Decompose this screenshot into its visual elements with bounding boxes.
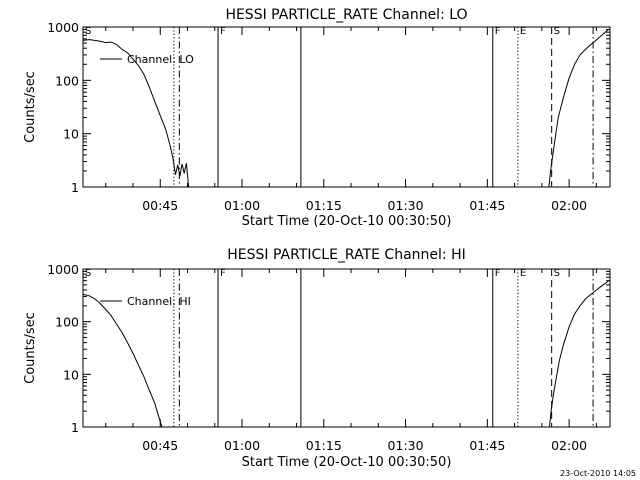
y-tick-label: 1000	[47, 20, 79, 35]
y-axis-label: Counts/sec	[23, 71, 38, 143]
chart-title: HESSI PARTICLE_RATE Channel: LO	[225, 7, 467, 23]
event-marker-label: S	[85, 26, 91, 37]
legend-label: Channel: LO	[127, 53, 194, 66]
x-tick-label: 01:15	[306, 198, 342, 213]
x-tick-label: 01:00	[224, 438, 260, 453]
y-tick-label: 1	[71, 180, 79, 195]
chart-title: HESSI PARTICLE_RATE Channel: HI	[227, 247, 465, 263]
x-tick-label: 01:15	[306, 438, 342, 453]
event-marker-label: F	[220, 268, 226, 279]
x-tick-label: 00:45	[142, 438, 178, 453]
y-tick-label: 1000	[47, 262, 79, 277]
x-tick-label: 01:45	[469, 198, 505, 213]
series-line	[549, 280, 609, 428]
x-axis-label: Start Time (20-Oct-10 00:30:50)	[242, 455, 452, 470]
y-tick-label: 100	[55, 73, 79, 88]
series-line	[82, 293, 163, 428]
plot-frame	[82, 26, 611, 188]
lo-channel-panel: HESSI PARTICLE_RATE Channel: LO 00:45 01:0…	[23, 7, 611, 229]
x-tick-label: 01:45	[469, 438, 505, 453]
x-tick-label: 00:45	[142, 198, 178, 213]
x-axis-label: Start Time (20-Oct-10 00:30:50)	[242, 214, 452, 229]
x-tick-label: 01:30	[388, 438, 424, 453]
x-tick-label: 02:00	[551, 198, 587, 213]
event-marker-label: S	[85, 268, 91, 279]
x-tick-label: 02:00	[551, 438, 587, 453]
event-marker-label: E	[520, 26, 526, 37]
series-line	[548, 29, 609, 188]
series-line	[82, 39, 190, 188]
y-tick-label: 1	[71, 420, 79, 435]
x-tick-label: 01:00	[224, 198, 260, 213]
x-tick-label: 01:30	[388, 198, 424, 213]
y-tick-label: 10	[63, 127, 79, 142]
event-marker-label: F	[495, 26, 501, 37]
event-marker-label: F	[220, 26, 226, 37]
event-marker-label: S	[554, 268, 560, 279]
event-marker-label: S	[554, 26, 560, 37]
hi-channel-panel: HESSI PARTICLE_RATE Channel: HI 00:45 01:0…	[23, 247, 611, 470]
event-marker-label: F	[495, 268, 501, 279]
legend-label: Channel: HI	[127, 295, 191, 308]
y-axis-label: Counts/sec	[23, 312, 38, 384]
y-tick-label: 100	[55, 315, 79, 330]
event-marker-label: E	[520, 268, 526, 279]
y-tick-label: 10	[63, 367, 79, 382]
plot-frame	[82, 268, 611, 428]
timestamp-footer: 23-Oct-2010 14:05	[560, 469, 636, 478]
